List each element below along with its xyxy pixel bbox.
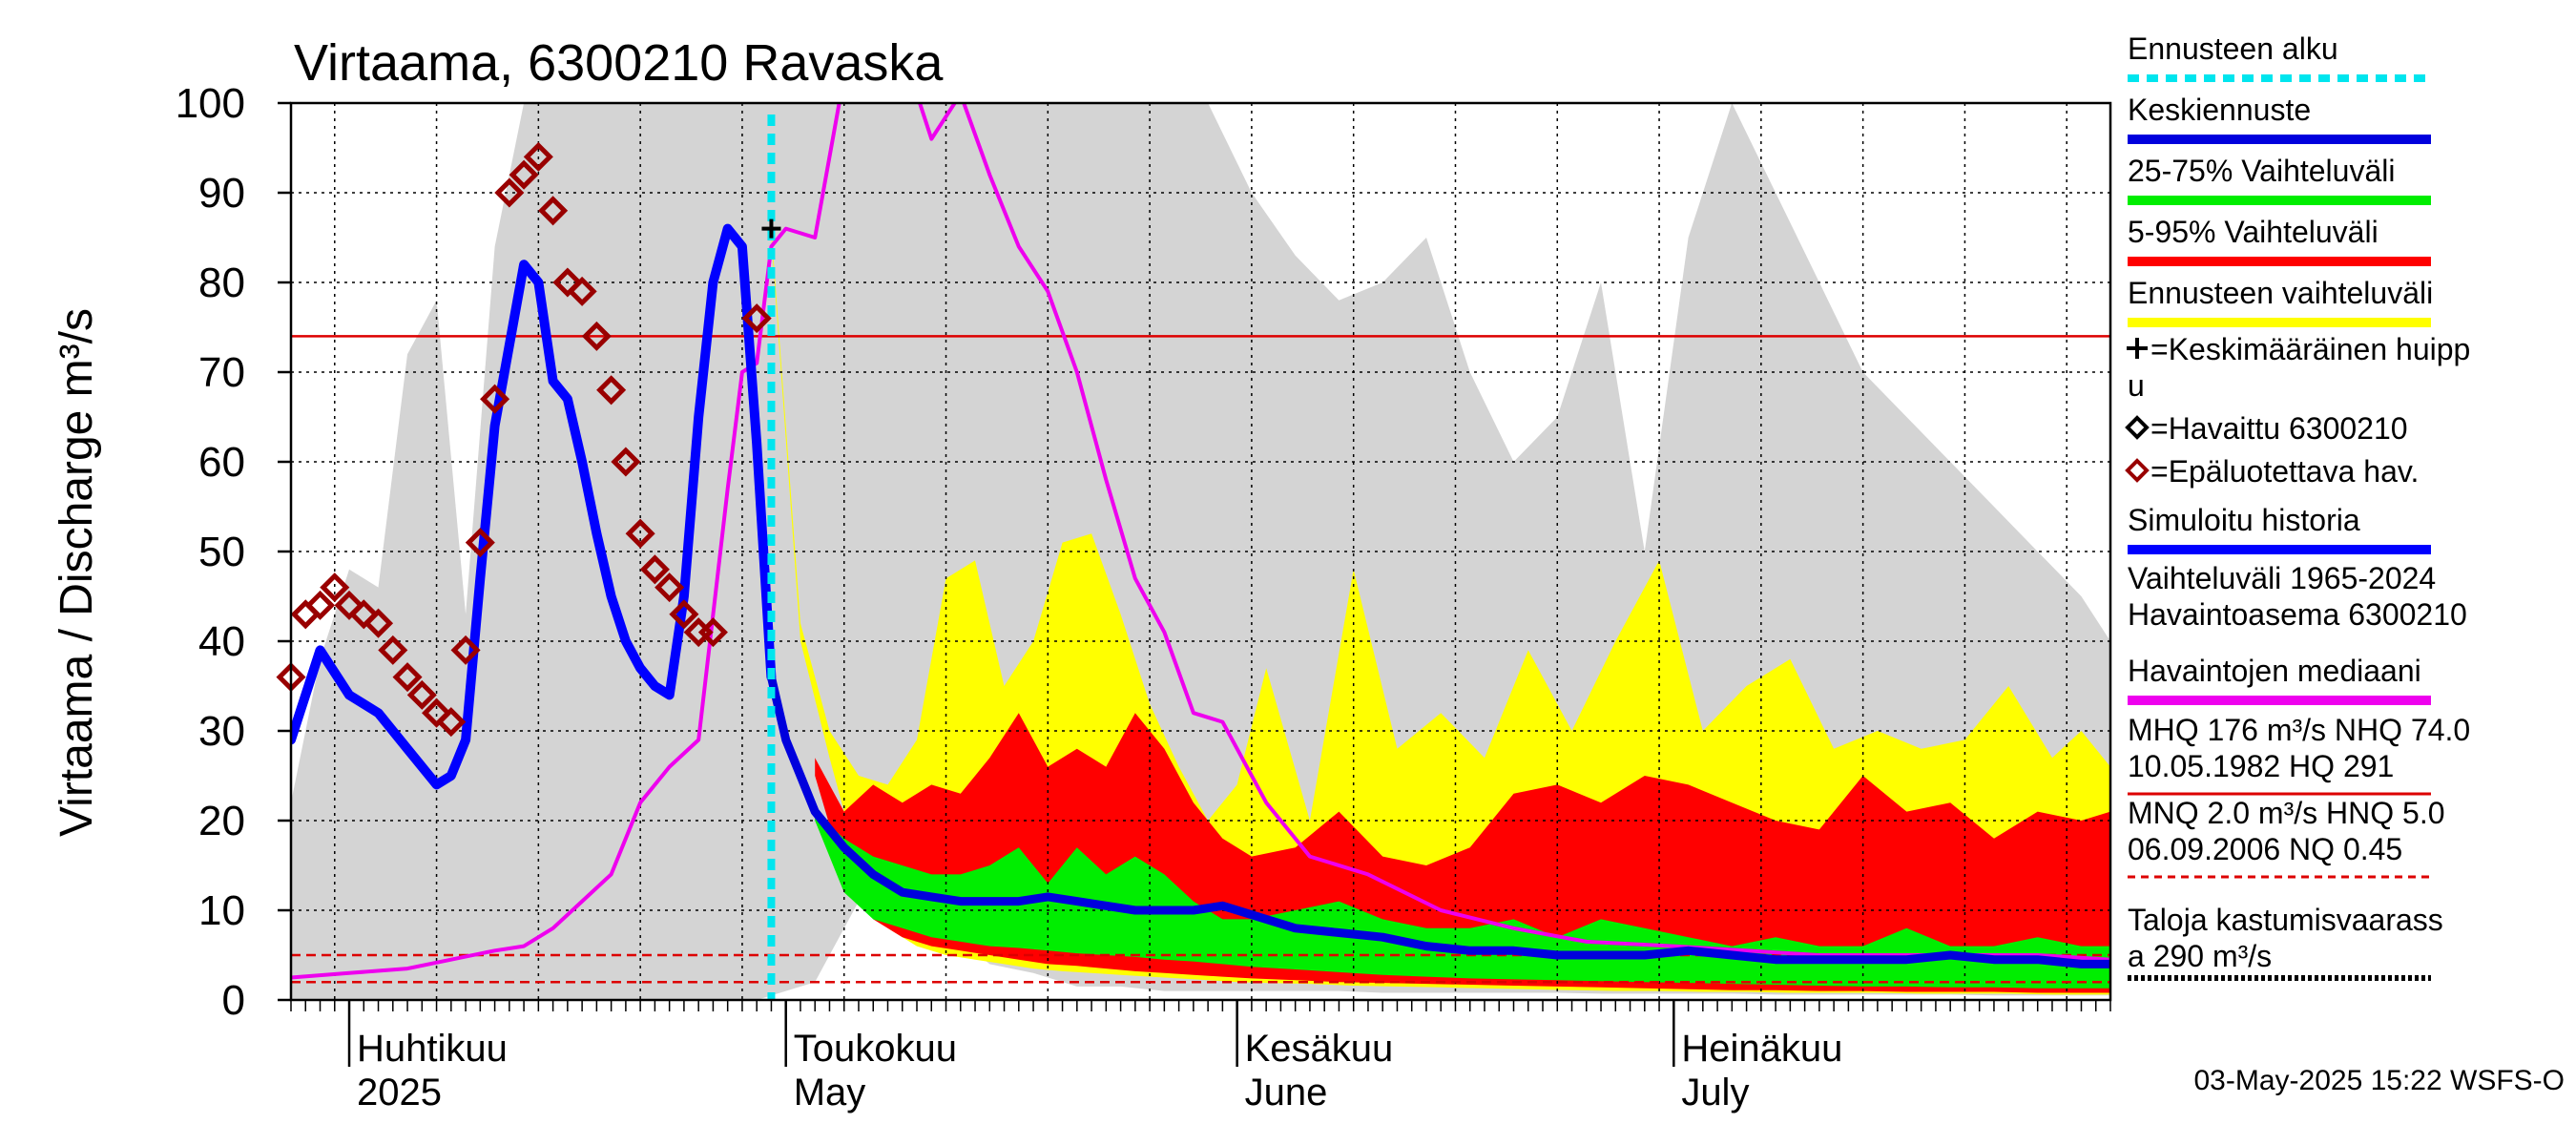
x-month-label: Heinäkuu [1681,1028,1842,1070]
legend-keskim-r-inen-huipp-symbol [2127,338,2148,359]
observation-points [276,141,772,738]
point-ep-luotettava-hav [450,635,481,665]
point-ep-luotettava-hav [669,599,699,630]
x-month-sublabel: May [794,1072,866,1114]
line-havaintojen-mediaani [291,103,2110,980]
point-ep-luotettava-hav [741,303,772,334]
series-lines [291,103,2110,1000]
point-ep-luotettava-hav [625,518,655,549]
point-ep-luotettava-hav [611,447,641,477]
y-tick-label: 20 [198,798,245,844]
chart-title: Virtaama, 6300210 Ravaska [294,34,944,92]
point-ep-luotettava-hav [422,697,452,728]
legend-ep-luotettava-hav: =Epäluotettava hav. [2150,454,2419,489]
point-ep-luotettava-hav [581,321,612,351]
point-ep-luotettava-hav [697,617,728,648]
point-ep-luotettava-hav [364,608,394,638]
y-tick-label: 100 [176,80,245,127]
x-month-sublabel: June [1245,1072,1328,1114]
legend-5-95-vaihteluv-li: 5-95% Vaihteluväli [2128,215,2379,249]
legend-keskiennuste: Keskiennuste [2128,93,2311,127]
point-ep-luotettava-hav [378,635,408,665]
timestamp: 03-May-2025 15:22 WSFS-O [2194,1065,2566,1096]
band-25-75-vaihteluv-li [815,811,2110,989]
point-ep-luotettava-hav [465,528,495,558]
legend-taloja-kastumisvaarass: Taloja kastumisvaarass [2128,903,2443,937]
legend-keskim-r-inen-huipp: =Keskimääräinen huipp [2150,332,2470,366]
legend-mhq-176-m-s-nhq-74-0: MHQ 176 m³/s NHQ 74.0 [2128,713,2470,747]
legend-simuloitu-historia: Simuloitu historia [2128,503,2360,537]
point-ep-luotettava-hav [523,141,553,172]
y-tick-label: 0 [222,977,245,1024]
point-ep-luotettava-hav [392,662,423,693]
legend-vaihteluv-li-1965-2024: Vaihteluväli 1965-2024 [2128,561,2436,595]
point-ep-luotettava-hav [320,572,350,603]
legend-ennusteen-alku: Ennusteen alku [2128,31,2338,66]
legend-mnq-2-0-m-s-hnq-5-0: MNQ 2.0 m³/s HNQ 5.0 [2128,796,2445,830]
legend-havaintojen-mediaani: Havaintojen mediaani [2128,654,2421,688]
x-month-sublabel: 2025 [357,1072,442,1114]
x-month-label: Huhtikuu [357,1028,508,1070]
mean-peak-marker [761,219,781,239]
point-ep-luotettava-hav [567,276,597,306]
line-simuloitu-historia [291,223,777,790]
point-ep-luotettava-hav [639,554,670,585]
legend: Ennusteen alku Keskiennuste 25-75% Vaihtel… [2125,31,2470,981]
legend-taloja-kastumisvaarass-line2: a 290 m³/s [2128,939,2272,973]
legend-25-75-vaihteluv-li: 25-75% Vaihteluväli [2128,154,2395,188]
y-tick-label: 30 [198,708,245,755]
y-tick-label: 50 [198,529,245,575]
x-month-label: Kesäkuu [1245,1028,1394,1070]
line-keskiennuste [766,673,2110,968]
point-ep-luotettava-hav [494,177,525,208]
legend-havaittu-6300210: =Havaittu 6300210 [2150,411,2408,446]
point-ep-luotettava-hav [552,267,583,298]
x-month-label: Toukokuu [794,1028,957,1070]
legend-mnq-2-0-m-s-hnq-5-0-line2: 06.09.2006 NQ 0.45 [2128,832,2402,866]
point-ep-luotettava-hav [304,590,336,620]
y-tick-label: 60 [198,439,245,486]
y-tick-label: 90 [198,170,245,217]
legend-vaihteluv-li-1965-2024-line2: Havaintoasema 6300210 [2128,597,2467,632]
point-ep-luotettava-hav [654,572,685,603]
y-tick-label: 70 [198,349,245,396]
legend-ep-luotettava-hav-symbol [2125,458,2150,483]
y-axis-label: Virtaama / Discharge m³/s [52,308,102,837]
point-ep-luotettava-hav [348,599,379,630]
y-tick-label: 80 [198,260,245,306]
legend-keskim-r-inen-huipp-line2: u [2128,368,2145,403]
point-ep-luotettava-hav [334,590,364,620]
legend-mhq-176-m-s-nhq-74-0-line2: 10.05.1982 HQ 291 [2128,749,2394,783]
y-tick-label: 40 [198,618,245,665]
point-ep-luotettava-hav [406,679,437,710]
x-month-sublabel: July [1681,1072,1749,1114]
point-ep-luotettava-hav [436,707,467,738]
legend-havaittu-6300210-symbol [2125,415,2150,440]
legend-ennusteen-vaihteluv-li: Ennusteen vaihteluväli [2128,276,2433,310]
point-ep-luotettava-hav [509,159,539,190]
point-ep-luotettava-hav [480,384,510,414]
point-ep-luotettava-hav [596,375,627,406]
point-ep-luotettava-hav [538,196,569,226]
y-tick-label: 10 [198,887,245,934]
